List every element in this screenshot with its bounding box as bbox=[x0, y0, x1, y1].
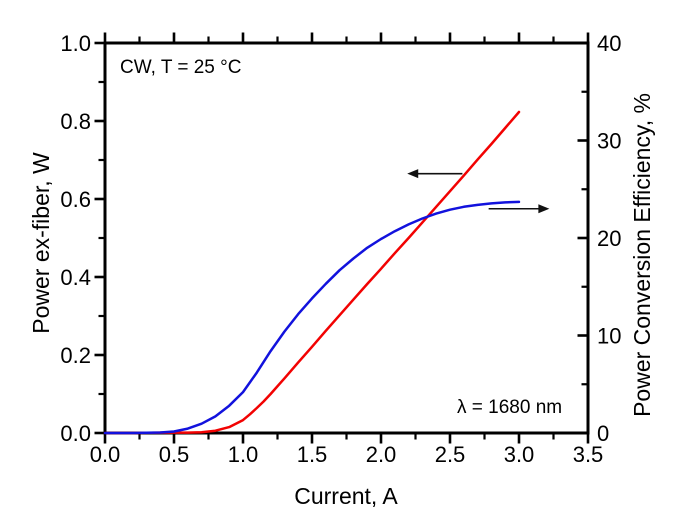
plot-frame bbox=[103, 41, 590, 435]
x-axis-tick-label: 0.0 bbox=[90, 442, 121, 467]
left-y-axis-title: Power ex-fiber, W bbox=[28, 152, 54, 334]
y-left-tick-label: 0.4 bbox=[60, 265, 91, 290]
y-left-tick-label: 0.0 bbox=[60, 421, 91, 446]
y-right-tick-label: 30 bbox=[597, 129, 621, 154]
x-axis-tick-label: 1.5 bbox=[297, 442, 328, 467]
annotation-operating-condition: CW, T = 25 °C bbox=[120, 57, 241, 78]
x-axis-tick-label: 1.0 bbox=[228, 442, 259, 467]
y-left-tick-label: 0.2 bbox=[60, 343, 91, 368]
x-axis-tick-label: 2.5 bbox=[435, 442, 466, 467]
annotation-wavelength: λ = 1680 nm bbox=[457, 397, 562, 418]
y-left-tick-label: 0.6 bbox=[60, 187, 91, 212]
y-right-tick-label: 20 bbox=[597, 226, 621, 251]
plot-layer: 0.0 0.5 1.0 1.5 2.0 2.5 3.0 3.5 0.0 0.2 0.4 0.6 0.8 1… bbox=[60, 31, 621, 467]
left-arrow-icon bbox=[407, 169, 419, 179]
y-left-tick-label: 0.8 bbox=[60, 109, 91, 134]
y-right-tick-label: 0 bbox=[597, 421, 609, 446]
right-y-axis-title: Power Conversion Efficiency, % bbox=[629, 93, 655, 417]
x-axis-tick-label: 2.0 bbox=[366, 442, 397, 467]
efficiency-curve bbox=[103, 200, 521, 435]
y-right-tick-label: 40 bbox=[597, 31, 621, 56]
y-left-tick-label: 1.0 bbox=[60, 31, 91, 56]
x-axis-tick-label: 0.5 bbox=[159, 442, 190, 467]
x-axis-tick-label: 3.0 bbox=[504, 442, 535, 467]
right-arrow-icon bbox=[538, 204, 550, 214]
y-right-tick-label: 10 bbox=[597, 324, 621, 349]
x-axis-title: Current, A bbox=[294, 483, 398, 509]
power-curve bbox=[103, 110, 521, 435]
x-axis-tick-label: 3.5 bbox=[573, 442, 604, 467]
